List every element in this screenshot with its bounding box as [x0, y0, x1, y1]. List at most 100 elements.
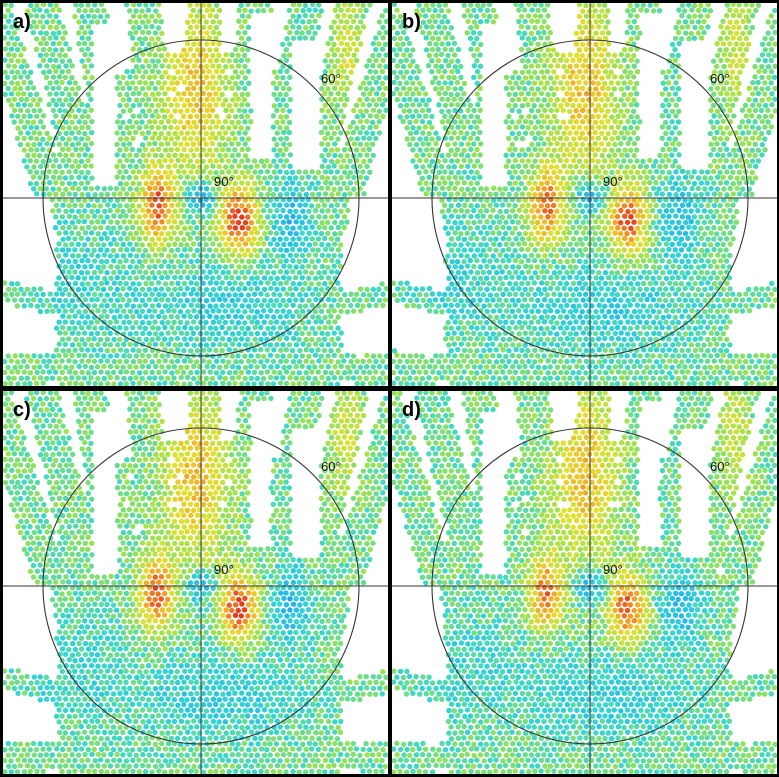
scatter-point	[708, 208, 714, 215]
scatter-point	[232, 136, 238, 142]
scatter-point	[733, 8, 739, 14]
scatter-point	[194, 235, 201, 242]
scatter-point	[130, 13, 137, 19]
scatter-point	[730, 191, 736, 197]
scatter-point	[53, 68, 59, 75]
scatter-point	[194, 291, 200, 297]
scatter-point	[413, 118, 419, 125]
scatter-point	[171, 118, 178, 125]
scatter-point	[672, 35, 679, 42]
scatter-point	[589, 35, 595, 41]
scatter-point	[72, 191, 78, 197]
scatter-point	[63, 163, 69, 169]
scatter-point	[723, 213, 730, 220]
scatter-point	[207, 12, 213, 19]
scatter-point	[351, 186, 357, 192]
scatter-point	[300, 19, 306, 25]
scatter-point	[328, 313, 334, 319]
scatter-point	[357, 129, 363, 136]
scatter-point	[59, 381, 65, 386]
scatter-point	[214, 358, 220, 364]
scatter-point	[554, 97, 560, 103]
scatter-point	[727, 63, 733, 69]
scatter-point	[310, 380, 316, 386]
scatter-point	[101, 264, 107, 270]
scatter-point	[245, 191, 251, 198]
scatter-point	[239, 158, 245, 164]
scatter-point	[354, 113, 360, 120]
scatter-point	[290, 213, 296, 220]
scatter-point	[689, 230, 695, 236]
scatter-point	[461, 91, 467, 97]
scatter-point	[567, 96, 573, 103]
scatter-point	[245, 157, 251, 164]
scatter-point	[558, 103, 564, 109]
scatter-point	[563, 57, 570, 64]
scatter-point	[242, 174, 248, 180]
scatter-point	[383, 107, 388, 113]
scatter-point	[515, 219, 521, 225]
scatter-point	[338, 175, 344, 181]
scatter-point	[21, 135, 27, 142]
scatter-point	[235, 96, 241, 102]
scatter-point	[56, 141, 62, 147]
scatter-point	[547, 30, 553, 36]
scatter-point	[367, 380, 374, 386]
scatter-point	[213, 124, 219, 130]
scatter-point	[75, 330, 82, 337]
scatter-point	[539, 24, 545, 30]
scatter-point	[573, 141, 579, 147]
scatter-point	[226, 236, 232, 242]
scatter-point	[769, 91, 775, 97]
scatter-point	[69, 63, 75, 69]
scatter-point	[750, 80, 756, 86]
scatter-point	[76, 218, 82, 225]
scatter-point	[699, 169, 705, 175]
scatter-point	[499, 202, 506, 208]
scatter-point	[714, 85, 721, 91]
scatter-point	[452, 86, 458, 92]
scatter-point	[322, 147, 329, 153]
scatter-point	[219, 191, 226, 197]
scatter-point	[512, 225, 518, 231]
scatter-point	[319, 342, 325, 348]
scatter-point	[737, 157, 743, 164]
scatter-point	[121, 152, 127, 159]
scatter-point	[235, 85, 242, 91]
scatter-point	[746, 97, 752, 103]
scatter-point	[305, 263, 312, 269]
scatter-point	[225, 247, 232, 253]
scatter-point	[612, 230, 618, 236]
scatter-point	[203, 274, 210, 280]
scatter-point	[574, 85, 580, 92]
scatter-point	[130, 269, 137, 275]
scatter-point	[140, 108, 146, 114]
scatter-point	[217, 242, 223, 248]
scatter-point	[296, 247, 303, 253]
scatter-point	[468, 180, 474, 187]
scatter-point	[168, 347, 174, 354]
scatter-point	[145, 7, 152, 13]
scatter-point	[315, 236, 322, 242]
scatter-point	[127, 341, 133, 348]
scatter-point	[152, 175, 159, 181]
scatter-point	[596, 202, 602, 208]
scatter-point	[586, 108, 592, 115]
scatter-point	[573, 152, 579, 158]
scatter-point	[140, 274, 146, 281]
scatter-point	[69, 274, 75, 281]
scatter-point	[251, 381, 257, 386]
scatter-point	[229, 286, 236, 292]
scatter-point	[675, 119, 682, 125]
scatter-point	[281, 364, 287, 371]
scatter-point	[344, 164, 350, 170]
scatter-point	[332, 152, 338, 159]
scatter-point	[455, 235, 462, 242]
scatter-point	[213, 158, 219, 164]
scatter-point	[341, 303, 347, 309]
scatter-point	[190, 286, 197, 293]
scatter-point	[532, 224, 538, 231]
scatter-point	[519, 124, 526, 130]
scatter-point	[602, 124, 608, 130]
scatter-point	[516, 197, 522, 203]
